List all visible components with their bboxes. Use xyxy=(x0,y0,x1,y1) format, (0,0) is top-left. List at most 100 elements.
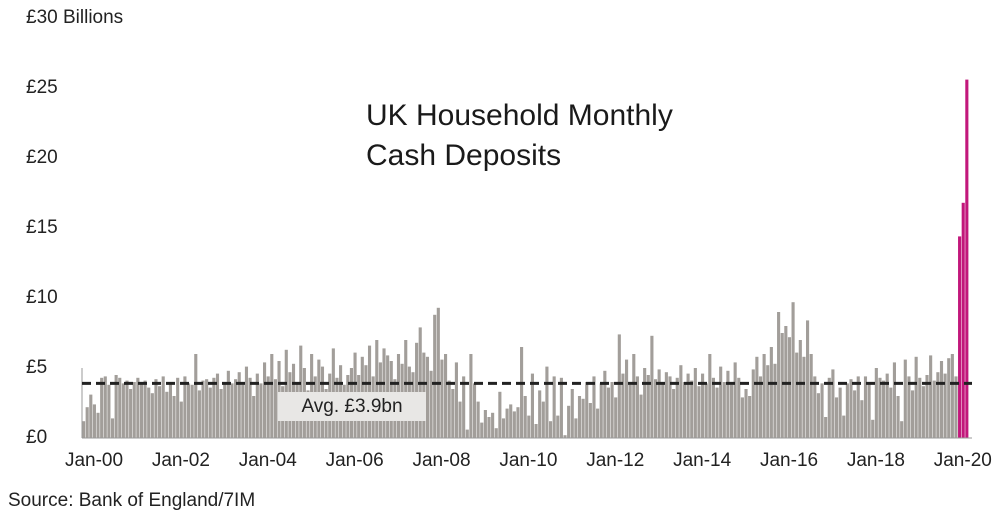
bar xyxy=(596,408,600,438)
bar xyxy=(404,340,408,438)
bar xyxy=(454,362,458,438)
bar xyxy=(212,377,216,438)
bar xyxy=(697,386,701,438)
bar xyxy=(719,366,723,438)
x-tick-label: Jan-16 xyxy=(760,450,818,471)
bar xyxy=(125,380,129,438)
bar xyxy=(834,397,839,438)
x-tick-label: Jan-10 xyxy=(499,450,557,471)
bar xyxy=(704,383,708,438)
bar xyxy=(136,377,140,438)
bar xyxy=(914,356,918,438)
bar xyxy=(849,379,853,438)
bar xyxy=(516,407,520,438)
bar xyxy=(92,404,96,438)
bar xyxy=(943,373,947,438)
x-tick-label: Jan-08 xyxy=(412,450,470,471)
bar xyxy=(129,389,133,438)
bar xyxy=(874,368,878,438)
bar xyxy=(520,347,524,438)
bar xyxy=(85,407,89,438)
bar xyxy=(748,396,752,438)
bar xyxy=(603,370,607,438)
average-label-box xyxy=(278,392,426,421)
bar xyxy=(729,384,734,438)
bar xyxy=(853,390,857,438)
bar xyxy=(121,383,125,438)
bar xyxy=(773,363,777,438)
x-tick-label: Jan-06 xyxy=(326,450,384,471)
bar xyxy=(610,382,614,438)
bar xyxy=(766,365,770,438)
bar xyxy=(190,384,194,438)
bar xyxy=(176,377,180,438)
bar xyxy=(588,403,592,438)
bar xyxy=(690,380,694,438)
bar xyxy=(679,365,683,438)
y-tick-label: £30 Billions xyxy=(26,7,123,28)
bar xyxy=(266,376,270,438)
bar xyxy=(223,382,227,438)
bar xyxy=(802,356,806,438)
bar xyxy=(161,376,165,438)
bar xyxy=(509,404,513,438)
bar xyxy=(215,373,220,438)
bar xyxy=(89,394,93,438)
bar xyxy=(806,320,810,438)
bar xyxy=(263,362,267,438)
y-tick-label: £5 xyxy=(26,357,47,378)
bar xyxy=(114,375,118,438)
bar xyxy=(252,396,256,438)
bar xyxy=(197,390,201,438)
bar xyxy=(476,401,480,438)
bar xyxy=(436,307,440,438)
bar xyxy=(639,394,643,438)
bar xyxy=(179,401,183,438)
bar xyxy=(433,314,437,438)
bar xyxy=(954,376,958,438)
bar xyxy=(559,377,563,438)
bar xyxy=(556,415,560,438)
bar xyxy=(259,383,263,438)
bar xyxy=(643,368,647,438)
bar xyxy=(621,373,625,438)
bar xyxy=(201,380,205,438)
bar xyxy=(375,340,379,438)
chart-title: UK Household Monthly Cash Deposits xyxy=(366,99,673,172)
bar xyxy=(737,377,741,438)
bar xyxy=(530,373,534,438)
bar xyxy=(512,411,516,438)
bar xyxy=(415,342,419,438)
bar xyxy=(585,382,589,438)
bar xyxy=(429,370,433,438)
bar xyxy=(798,340,802,438)
bar xyxy=(635,376,639,438)
bar xyxy=(255,373,259,438)
bar xyxy=(205,379,209,438)
bar xyxy=(780,333,784,438)
bar xyxy=(932,380,936,438)
bar xyxy=(867,383,871,438)
bar xyxy=(827,377,831,438)
bar xyxy=(230,383,234,438)
bar xyxy=(367,345,372,438)
bar xyxy=(465,429,469,438)
bar xyxy=(447,380,451,438)
bar xyxy=(248,377,252,438)
bar xyxy=(299,345,303,438)
bar xyxy=(538,390,542,438)
bar xyxy=(505,408,509,438)
bar xyxy=(686,373,690,438)
bar xyxy=(625,359,629,438)
bar xyxy=(168,382,172,438)
bar xyxy=(791,302,795,438)
bar xyxy=(110,418,115,438)
bar xyxy=(947,358,951,438)
bar xyxy=(838,387,842,438)
bar xyxy=(910,390,915,438)
bar xyxy=(100,377,104,438)
bar xyxy=(653,379,658,438)
bar xyxy=(675,377,679,438)
bar xyxy=(682,382,687,438)
